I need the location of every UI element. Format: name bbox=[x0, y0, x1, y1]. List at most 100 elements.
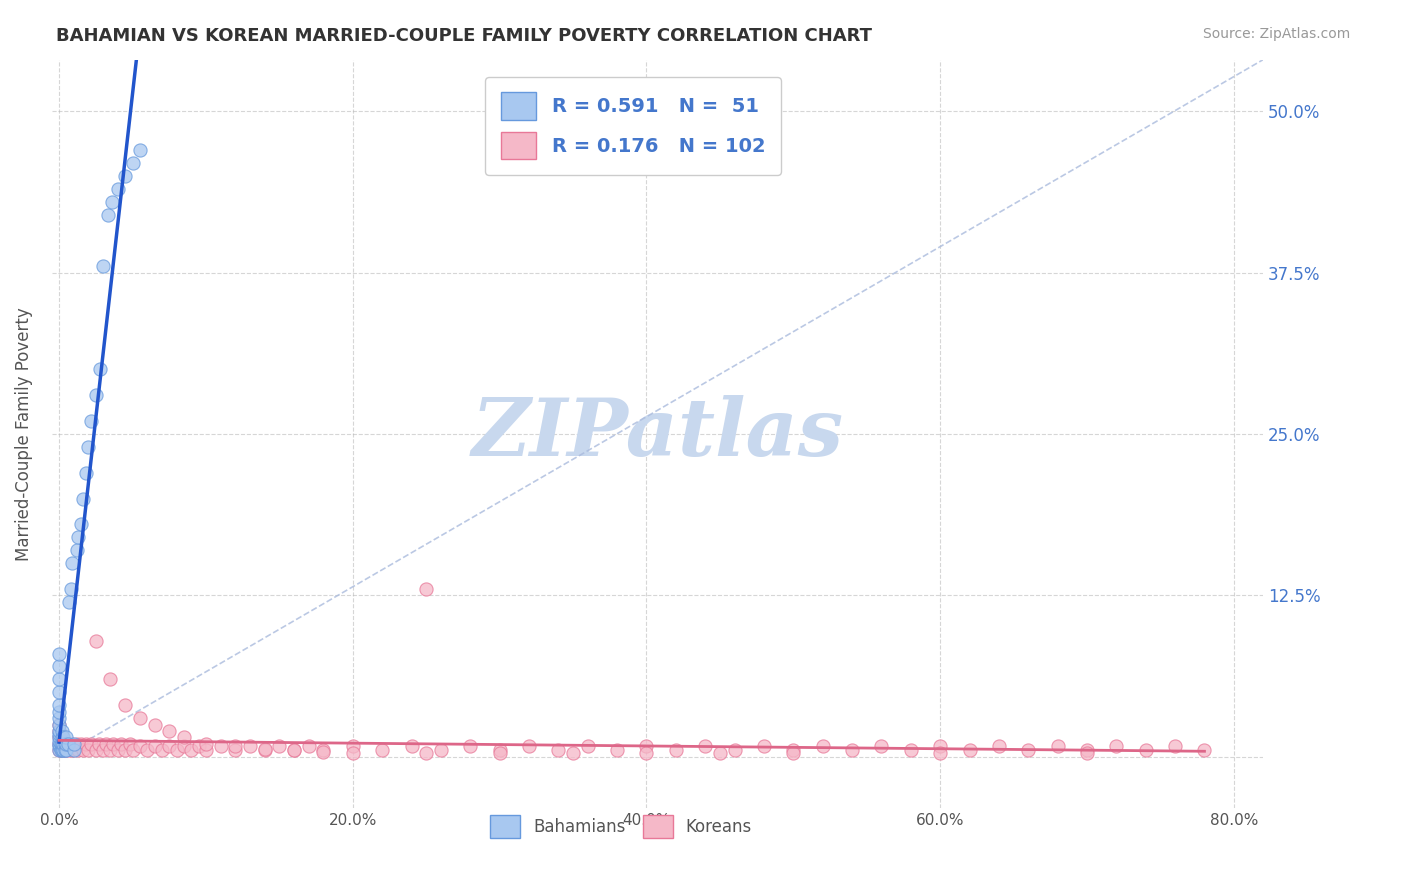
Point bbox=[100, 673, 122, 687]
Point bbox=[110, 737, 132, 751]
Point bbox=[458, 739, 481, 754]
Point bbox=[811, 739, 834, 754]
Point bbox=[96, 208, 118, 222]
Point bbox=[67, 743, 90, 757]
Point bbox=[84, 633, 107, 648]
Point bbox=[58, 737, 80, 751]
Point bbox=[187, 739, 209, 754]
Point bbox=[48, 731, 70, 745]
Point bbox=[51, 743, 73, 757]
Point bbox=[576, 739, 599, 754]
Point bbox=[60, 556, 83, 570]
Point bbox=[49, 743, 72, 757]
Point bbox=[114, 169, 136, 183]
Point bbox=[55, 731, 77, 745]
Point bbox=[94, 737, 117, 751]
Point bbox=[66, 543, 89, 558]
Point bbox=[312, 745, 335, 759]
Point bbox=[77, 743, 100, 757]
Text: BAHAMIAN VS KOREAN MARRIED-COUPLE FAMILY POVERTY CORRELATION CHART: BAHAMIAN VS KOREAN MARRIED-COUPLE FAMILY… bbox=[56, 27, 872, 45]
Point bbox=[929, 746, 952, 760]
Point bbox=[48, 717, 70, 731]
Point bbox=[1076, 746, 1098, 760]
Point bbox=[752, 739, 775, 754]
Point bbox=[562, 746, 585, 760]
Point bbox=[107, 182, 129, 196]
Point bbox=[62, 743, 84, 757]
Point bbox=[547, 743, 569, 757]
Point bbox=[194, 737, 217, 751]
Point bbox=[48, 723, 70, 738]
Point bbox=[62, 737, 84, 751]
Point bbox=[283, 743, 305, 757]
Point bbox=[401, 739, 423, 754]
Point bbox=[606, 743, 628, 757]
Point bbox=[77, 440, 100, 454]
Point bbox=[121, 156, 143, 170]
Point bbox=[121, 743, 143, 757]
Point bbox=[900, 743, 922, 757]
Point bbox=[48, 698, 70, 713]
Point bbox=[1076, 743, 1098, 757]
Point bbox=[194, 743, 217, 757]
Point bbox=[48, 659, 70, 673]
Point bbox=[342, 746, 364, 760]
Point bbox=[841, 743, 863, 757]
Point bbox=[929, 739, 952, 754]
Point bbox=[224, 743, 246, 757]
Point bbox=[224, 739, 246, 754]
Point bbox=[51, 743, 73, 757]
Point bbox=[118, 737, 141, 751]
Point bbox=[75, 466, 97, 480]
Point bbox=[128, 143, 150, 157]
Point bbox=[114, 743, 136, 757]
Text: Source: ZipAtlas.com: Source: ZipAtlas.com bbox=[1202, 27, 1350, 41]
Point bbox=[58, 595, 80, 609]
Point bbox=[709, 746, 731, 760]
Point bbox=[157, 723, 180, 738]
Point bbox=[107, 743, 129, 757]
Point bbox=[253, 743, 276, 757]
Point bbox=[128, 739, 150, 754]
Point bbox=[48, 711, 70, 725]
Point bbox=[48, 673, 70, 687]
Point bbox=[56, 743, 79, 757]
Point bbox=[55, 743, 77, 757]
Point bbox=[150, 743, 173, 757]
Point bbox=[59, 743, 82, 757]
Point bbox=[173, 739, 195, 754]
Point bbox=[80, 414, 103, 428]
Point bbox=[415, 746, 437, 760]
Point bbox=[53, 743, 76, 757]
Point bbox=[55, 737, 77, 751]
Legend: Bahamians, Koreans: Bahamians, Koreans bbox=[484, 808, 759, 845]
Point bbox=[52, 737, 75, 751]
Point bbox=[1046, 739, 1069, 754]
Point bbox=[60, 737, 83, 751]
Point bbox=[48, 731, 70, 745]
Point bbox=[665, 743, 688, 757]
Point bbox=[75, 737, 97, 751]
Point bbox=[48, 685, 70, 699]
Point bbox=[488, 746, 510, 760]
Point bbox=[723, 743, 745, 757]
Point bbox=[52, 737, 75, 751]
Point bbox=[959, 743, 981, 757]
Point bbox=[48, 737, 70, 751]
Point bbox=[100, 743, 122, 757]
Point bbox=[136, 743, 159, 757]
Point bbox=[517, 739, 540, 754]
Point bbox=[298, 739, 321, 754]
Point bbox=[91, 743, 114, 757]
Point bbox=[48, 743, 70, 757]
Point bbox=[342, 739, 364, 754]
Point bbox=[52, 743, 75, 757]
Point bbox=[51, 731, 73, 745]
Point bbox=[782, 743, 804, 757]
Point bbox=[53, 743, 76, 757]
Point bbox=[1017, 743, 1039, 757]
Point bbox=[1105, 739, 1128, 754]
Point bbox=[157, 739, 180, 754]
Point bbox=[128, 711, 150, 725]
Point bbox=[48, 739, 70, 754]
